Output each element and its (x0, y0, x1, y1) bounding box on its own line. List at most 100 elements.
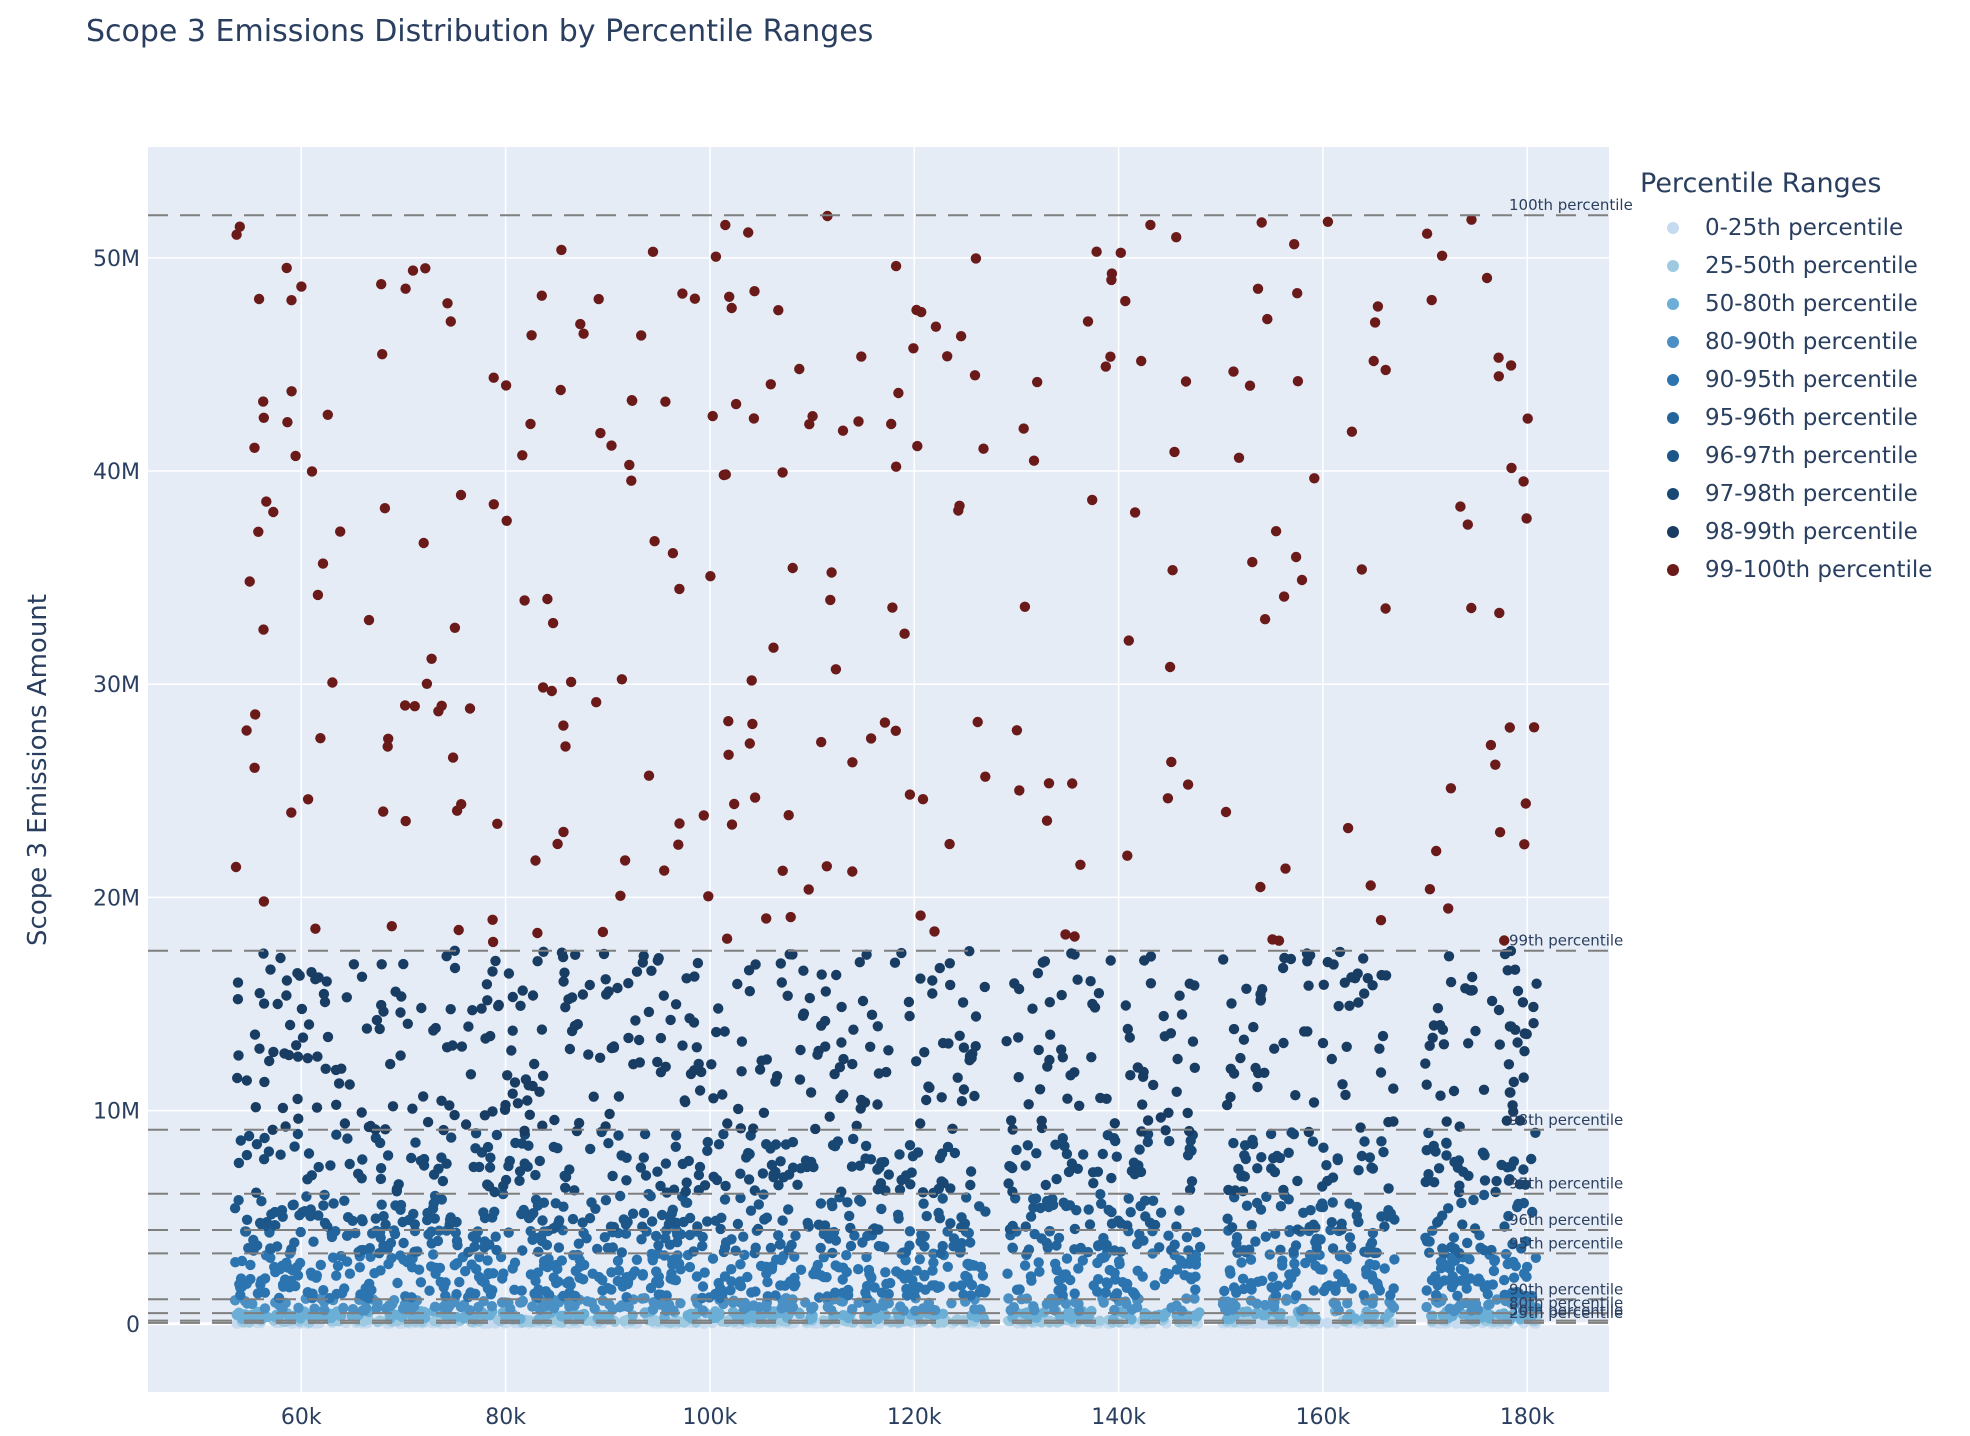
data-point (248, 1234, 259, 1246)
data-point (879, 1242, 890, 1253)
data-point (1366, 1237, 1378, 1248)
legend-item[interactable]: 98-99th percentile (1640, 513, 1932, 551)
data-point (449, 962, 461, 974)
data-point (942, 1141, 954, 1153)
data-point (1082, 316, 1094, 327)
data-point (1129, 507, 1141, 518)
data-point (783, 810, 794, 821)
data-point (736, 1036, 748, 1047)
data-point (883, 1169, 894, 1180)
data-point (1278, 1037, 1289, 1049)
legend-item[interactable]: 95-96th percentile (1640, 399, 1932, 437)
data-point (292, 1128, 304, 1140)
legend-item[interactable]: 80-90th percentile (1640, 323, 1932, 361)
data-point (915, 910, 926, 921)
data-point (1494, 1039, 1506, 1050)
data-point (719, 1271, 731, 1282)
legend-item[interactable]: 97-98th percentile (1640, 475, 1932, 513)
data-point (550, 1198, 561, 1209)
data-point (1435, 1090, 1446, 1101)
data-point (436, 700, 447, 711)
data-point (331, 1129, 342, 1140)
data-point (715, 1223, 726, 1235)
data-point (500, 380, 512, 391)
data-point (572, 1018, 583, 1030)
data-point (887, 602, 898, 613)
data-point (1327, 1172, 1339, 1183)
data-point (313, 1161, 324, 1173)
data-point (619, 855, 631, 866)
data-point (792, 1179, 803, 1191)
data-point (1238, 1283, 1249, 1295)
data-point (1351, 1201, 1363, 1213)
data-point (1334, 946, 1346, 958)
data-point (505, 1303, 516, 1314)
data-point (1517, 997, 1529, 1008)
data-point (460, 1119, 472, 1130)
data-point (487, 966, 498, 977)
data-point (903, 1269, 914, 1280)
data-point (680, 1186, 691, 1197)
data-point (639, 1128, 651, 1140)
data-point (628, 1059, 639, 1070)
data-point (964, 946, 975, 957)
data-point (258, 624, 269, 635)
data-point (652, 955, 663, 966)
data-point (907, 1151, 919, 1162)
percentile-lines: 100th percentile 99th percentile 98th perc… (148, 196, 1633, 1324)
data-point (1191, 1227, 1202, 1238)
data-point (748, 1123, 759, 1134)
data-point (972, 716, 983, 728)
data-point (969, 1090, 980, 1102)
data-point (919, 1271, 930, 1282)
data-point (1499, 1274, 1510, 1286)
data-point (1105, 955, 1116, 966)
data-point (732, 978, 743, 990)
data-point (720, 219, 731, 231)
data-point (1448, 1085, 1460, 1097)
data-point (843, 1284, 854, 1296)
data-point (643, 1006, 655, 1018)
legend-item[interactable]: 99-100th percentile (1640, 551, 1932, 589)
data-point (1288, 1317, 1299, 1328)
data-point (713, 1003, 724, 1014)
data-point (482, 1255, 493, 1266)
data-point (1044, 1226, 1056, 1237)
data-point (527, 990, 539, 1001)
legend-item[interactable]: 50-80th percentile (1640, 285, 1932, 323)
data-point (698, 810, 709, 821)
data-point (258, 896, 270, 907)
data-point (613, 1130, 624, 1141)
data-point (1252, 283, 1264, 294)
data-point (665, 1014, 676, 1026)
data-point (638, 1152, 649, 1163)
data-point (1093, 988, 1105, 999)
data-point (493, 1000, 504, 1012)
legend-item[interactable]: 25-50th percentile (1640, 247, 1932, 285)
data-point (699, 1180, 711, 1191)
data-point (1241, 1200, 1253, 1211)
legend-item[interactable]: 0-25th percentile (1640, 209, 1932, 247)
data-point (665, 1214, 676, 1225)
data-point (927, 975, 938, 986)
legend-item[interactable]: 90-95th percentile (1640, 361, 1932, 399)
legend-item[interactable]: 96-97th percentile (1640, 437, 1932, 475)
percentile-line-label: 25th percentile (1509, 1304, 1623, 1322)
y-tick-label: 30M (93, 673, 140, 698)
data-point (261, 496, 272, 507)
data-point (1027, 1003, 1038, 1014)
data-point (1521, 513, 1532, 524)
data-point (1228, 1137, 1239, 1149)
data-point (854, 1194, 865, 1206)
data-point (374, 1137, 386, 1149)
data-point (416, 1002, 427, 1014)
data-point (718, 1129, 729, 1140)
data-point (1519, 1028, 1531, 1039)
data-point (962, 1272, 973, 1283)
data-point (647, 1304, 659, 1315)
data-point (865, 1041, 876, 1053)
data-point (537, 682, 549, 693)
data-point (660, 396, 671, 407)
data-point (245, 1273, 256, 1285)
data-point (1286, 1272, 1297, 1284)
